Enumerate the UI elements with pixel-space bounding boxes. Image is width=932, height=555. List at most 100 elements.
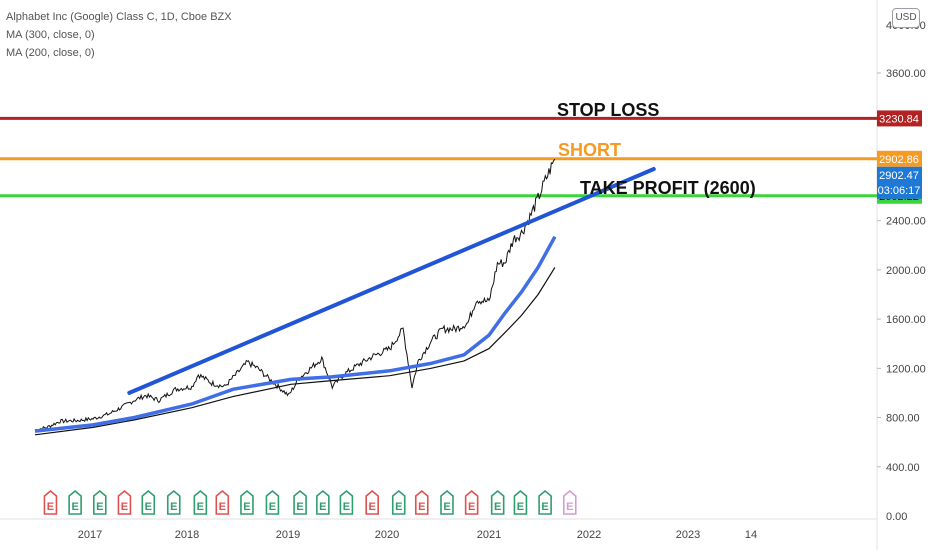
price-series-line xyxy=(34,158,556,432)
price-tag-countdown: 03:06:17 xyxy=(878,185,921,197)
earnings-marker-shape xyxy=(513,489,528,515)
x-tick-label: 2020 xyxy=(375,529,399,541)
earnings-marker-label: E xyxy=(219,501,226,513)
earnings-marker-shape xyxy=(43,489,58,515)
y-tick-label: 3600.00 xyxy=(886,68,926,80)
earnings-marker-shape xyxy=(464,489,479,515)
earnings-marker[interactable]: E xyxy=(43,489,58,515)
earnings-marker[interactable]: E xyxy=(365,489,379,515)
earnings-marker-shape xyxy=(562,489,577,515)
earnings-marker[interactable]: E xyxy=(293,489,307,515)
earnings-marker-shape xyxy=(166,489,181,515)
earnings-marker-label: E xyxy=(71,501,78,513)
earnings-marker[interactable]: E xyxy=(339,489,354,515)
annotation-stop-loss: STOP LOSS xyxy=(557,100,659,120)
legend-ma-300[interactable]: MA (300, close, 0) xyxy=(6,29,95,41)
x-tick-label: 2022 xyxy=(577,529,601,541)
ma-200-line xyxy=(34,235,557,433)
earnings-marker-label: E xyxy=(243,501,250,513)
earnings-marker[interactable]: E xyxy=(538,489,552,515)
earnings-marker[interactable]: E xyxy=(316,489,330,515)
earnings-marker-shape xyxy=(68,489,82,515)
earnings-marker-shape xyxy=(414,489,429,515)
earnings-marker[interactable]: E xyxy=(391,489,406,515)
price-tag-stop-loss-bg xyxy=(877,110,922,127)
earnings-marker-shape xyxy=(215,489,230,515)
earnings-marker-label: E xyxy=(494,501,501,513)
earnings-marker-label: E xyxy=(145,501,152,513)
earnings-marker-shape xyxy=(240,489,254,515)
earnings-marker-label: E xyxy=(343,501,350,513)
earnings-marker-label: E xyxy=(121,501,128,513)
earnings-marker-label: E xyxy=(296,501,303,513)
earnings-marker-label: E xyxy=(269,501,276,513)
earnings-marker-shape xyxy=(117,489,132,515)
legend-symbol[interactable]: Alphabet Inc (Google) Class C, 1D, Cboe … xyxy=(6,11,232,23)
earnings-marker[interactable]: E xyxy=(464,489,479,515)
earnings-marker[interactable]: E xyxy=(166,489,181,515)
y-tick-label: 800.00 xyxy=(886,413,920,425)
annotation-take-profit: TAKE PROFIT (2600) xyxy=(580,178,756,198)
y-tick-label: 400.00 xyxy=(886,462,920,474)
x-tick-label: 2023 xyxy=(676,529,700,541)
y-tick-label: 0.00 xyxy=(886,511,907,523)
earnings-marker-shape xyxy=(391,489,406,515)
earnings-marker-label: E xyxy=(319,501,326,513)
earnings-marker[interactable]: E xyxy=(240,489,254,515)
earnings-marker[interactable]: E xyxy=(513,489,528,515)
earnings-marker-label: E xyxy=(468,501,475,513)
time-axis-background xyxy=(0,519,932,550)
earnings-marker[interactable]: E xyxy=(117,489,132,515)
price-tag-short-bg xyxy=(877,150,922,167)
price-tag-current: 2902.47 xyxy=(879,170,919,182)
earnings-marker-shape xyxy=(440,489,454,515)
earnings-marker-shape xyxy=(141,489,156,515)
earnings-marker-shape xyxy=(293,489,307,515)
earnings-marker-label: E xyxy=(47,501,54,513)
legend-ma-200[interactable]: MA (200, close, 0) xyxy=(6,47,95,59)
earnings-marker-label: E xyxy=(197,501,204,513)
earnings-marker[interactable]: E xyxy=(68,489,82,515)
earnings-marker[interactable]: E xyxy=(92,489,107,515)
y-tick-label: 2000.00 xyxy=(886,265,926,277)
earnings-marker-shape xyxy=(365,489,379,515)
price-tag-stop-loss: 3230.84 xyxy=(879,113,919,125)
earnings-marker[interactable]: E xyxy=(414,489,429,515)
earnings-marker-shape xyxy=(490,489,505,515)
earnings-marker[interactable]: E xyxy=(215,489,230,515)
earnings-marker[interactable]: E xyxy=(193,489,208,515)
x-tick-label: 2021 xyxy=(477,529,501,541)
x-tick-label: 2018 xyxy=(175,529,199,541)
y-tick-label: 2400.00 xyxy=(886,216,926,228)
earnings-marker-label: E xyxy=(369,501,376,513)
currency-badge[interactable]: USD xyxy=(892,8,920,28)
earnings-marker-label: E xyxy=(170,501,177,513)
earnings-marker-shape xyxy=(265,489,280,515)
earnings-marker[interactable]: E xyxy=(141,489,156,515)
earnings-marker-label: E xyxy=(96,501,103,513)
price-tag-current-bg xyxy=(877,166,922,199)
x-tick-label: 2017 xyxy=(78,529,102,541)
earnings-marker[interactable]: E xyxy=(490,489,505,515)
earnings-marker[interactable]: E xyxy=(562,489,577,515)
y-tick-label: 1600.00 xyxy=(886,314,926,326)
earnings-marker-label: E xyxy=(541,501,548,513)
ma-300-line xyxy=(34,267,556,436)
earnings-marker-shape xyxy=(92,489,107,515)
x-tick-label: 14 xyxy=(745,529,757,541)
earnings-marker-label: E xyxy=(418,501,425,513)
earnings-marker[interactable]: E xyxy=(440,489,454,515)
earnings-marker[interactable]: E xyxy=(265,489,280,515)
earnings-marker-shape xyxy=(339,489,354,515)
x-tick-label: 2019 xyxy=(276,529,300,541)
earnings-marker-shape xyxy=(193,489,208,515)
annotation-short: SHORT xyxy=(558,140,621,160)
chart-legend: Alphabet Inc (Google) Class C, 1D, Cboe … xyxy=(6,8,232,62)
earnings-marker-shape xyxy=(316,489,330,515)
y-tick-label: 1200.00 xyxy=(886,363,926,375)
earnings-marker-label: E xyxy=(395,501,402,513)
earnings-marker-shape xyxy=(538,489,552,515)
